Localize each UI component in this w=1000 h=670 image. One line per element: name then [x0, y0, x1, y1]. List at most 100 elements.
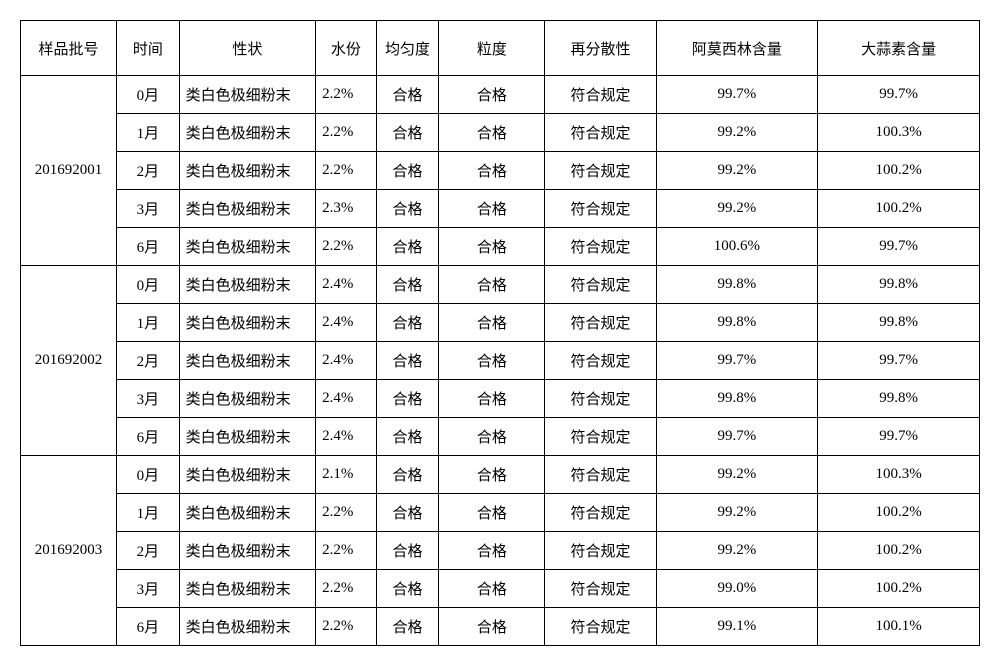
cell-water: 2.4%: [316, 266, 377, 304]
cell-amo: 99.8%: [656, 304, 818, 342]
cell-prop: 类白色极细粉末: [179, 266, 315, 304]
cell-disp: 符合规定: [545, 114, 656, 152]
cell-gran: 合格: [439, 380, 545, 418]
cell-unif: 合格: [376, 304, 439, 342]
cell-alli: 99.8%: [818, 266, 980, 304]
cell-alli: 100.1%: [818, 608, 980, 646]
cell-alli: 99.7%: [818, 228, 980, 266]
cell-amo: 99.2%: [656, 190, 818, 228]
cell-water: 2.4%: [316, 342, 377, 380]
cell-alli: 100.2%: [818, 152, 980, 190]
table-row: 2月类白色极细粉末2.2%合格合格符合规定99.2%100.2%: [21, 532, 980, 570]
cell-unif: 合格: [376, 456, 439, 494]
cell-disp: 符合规定: [545, 418, 656, 456]
col-prop: 性状: [179, 21, 315, 76]
cell-batch: 201692003: [21, 456, 117, 646]
cell-disp: 符合规定: [545, 304, 656, 342]
cell-gran: 合格: [439, 342, 545, 380]
cell-water: 2.4%: [316, 380, 377, 418]
table-row: 3月类白色极细粉末2.4%合格合格符合规定99.8%99.8%: [21, 380, 980, 418]
cell-prop: 类白色极细粉末: [179, 494, 315, 532]
cell-prop: 类白色极细粉末: [179, 76, 315, 114]
cell-amo: 99.2%: [656, 532, 818, 570]
cell-amo: 99.7%: [656, 418, 818, 456]
cell-water: 2.4%: [316, 304, 377, 342]
table-row: 3月类白色极细粉末2.3%合格合格符合规定99.2%100.2%: [21, 190, 980, 228]
cell-alli: 99.7%: [818, 418, 980, 456]
cell-unif: 合格: [376, 532, 439, 570]
cell-water: 2.2%: [316, 152, 377, 190]
cell-disp: 符合规定: [545, 608, 656, 646]
cell-alli: 100.3%: [818, 114, 980, 152]
cell-time: 6月: [117, 608, 180, 646]
cell-unif: 合格: [376, 152, 439, 190]
cell-amo: 99.7%: [656, 76, 818, 114]
cell-amo: 100.6%: [656, 228, 818, 266]
table-row: 6月类白色极细粉末2.4%合格合格符合规定99.7%99.7%: [21, 418, 980, 456]
cell-alli: 100.2%: [818, 570, 980, 608]
cell-prop: 类白色极细粉末: [179, 456, 315, 494]
cell-unif: 合格: [376, 418, 439, 456]
cell-prop: 类白色极细粉末: [179, 380, 315, 418]
cell-prop: 类白色极细粉末: [179, 304, 315, 342]
cell-water: 2.2%: [316, 228, 377, 266]
cell-amo: 99.1%: [656, 608, 818, 646]
cell-gran: 合格: [439, 456, 545, 494]
cell-time: 3月: [117, 570, 180, 608]
cell-unif: 合格: [376, 266, 439, 304]
cell-water: 2.4%: [316, 418, 377, 456]
col-gran: 粒度: [439, 21, 545, 76]
cell-time: 2月: [117, 532, 180, 570]
cell-unif: 合格: [376, 380, 439, 418]
table-row: 6月类白色极细粉末2.2%合格合格符合规定100.6%99.7%: [21, 228, 980, 266]
cell-unif: 合格: [376, 114, 439, 152]
cell-gran: 合格: [439, 418, 545, 456]
table-row: 6月类白色极细粉末2.2%合格合格符合规定99.1%100.1%: [21, 608, 980, 646]
cell-water: 2.3%: [316, 190, 377, 228]
header-row: 样品批号 时间 性状 水份 均匀度 粒度 再分散性 阿莫西林含量 大蒜素含量: [21, 21, 980, 76]
cell-water: 2.2%: [316, 114, 377, 152]
cell-disp: 符合规定: [545, 228, 656, 266]
cell-disp: 符合规定: [545, 380, 656, 418]
cell-time: 3月: [117, 190, 180, 228]
cell-water: 2.2%: [316, 494, 377, 532]
cell-batch: 201692001: [21, 76, 117, 266]
cell-water: 2.2%: [316, 532, 377, 570]
cell-gran: 合格: [439, 608, 545, 646]
cell-water: 2.2%: [316, 570, 377, 608]
cell-time: 2月: [117, 152, 180, 190]
cell-amo: 99.7%: [656, 342, 818, 380]
cell-batch: 201692002: [21, 266, 117, 456]
cell-alli: 99.8%: [818, 304, 980, 342]
cell-alli: 99.7%: [818, 342, 980, 380]
cell-prop: 类白色极细粉末: [179, 228, 315, 266]
cell-water: 2.2%: [316, 76, 377, 114]
cell-water: 2.1%: [316, 456, 377, 494]
table-row: 2月类白色极细粉末2.2%合格合格符合规定99.2%100.2%: [21, 152, 980, 190]
cell-unif: 合格: [376, 608, 439, 646]
col-unif: 均匀度: [376, 21, 439, 76]
cell-prop: 类白色极细粉末: [179, 190, 315, 228]
cell-time: 1月: [117, 304, 180, 342]
table-row: 2月类白色极细粉末2.4%合格合格符合规定99.7%99.7%: [21, 342, 980, 380]
cell-amo: 99.8%: [656, 266, 818, 304]
cell-amo: 99.2%: [656, 152, 818, 190]
cell-prop: 类白色极细粉末: [179, 608, 315, 646]
cell-alli: 100.2%: [818, 532, 980, 570]
cell-disp: 符合规定: [545, 456, 656, 494]
cell-alli: 100.3%: [818, 456, 980, 494]
cell-time: 6月: [117, 418, 180, 456]
cell-prop: 类白色极细粉末: [179, 114, 315, 152]
cell-prop: 类白色极细粉末: [179, 532, 315, 570]
col-water: 水份: [316, 21, 377, 76]
cell-gran: 合格: [439, 152, 545, 190]
cell-prop: 类白色极细粉末: [179, 152, 315, 190]
col-disp: 再分散性: [545, 21, 656, 76]
cell-time: 0月: [117, 76, 180, 114]
stability-table: 样品批号 时间 性状 水份 均匀度 粒度 再分散性 阿莫西林含量 大蒜素含量 2…: [20, 20, 980, 646]
cell-disp: 符合规定: [545, 76, 656, 114]
cell-gran: 合格: [439, 570, 545, 608]
col-amo: 阿莫西林含量: [656, 21, 818, 76]
cell-disp: 符合规定: [545, 190, 656, 228]
cell-disp: 符合规定: [545, 266, 656, 304]
